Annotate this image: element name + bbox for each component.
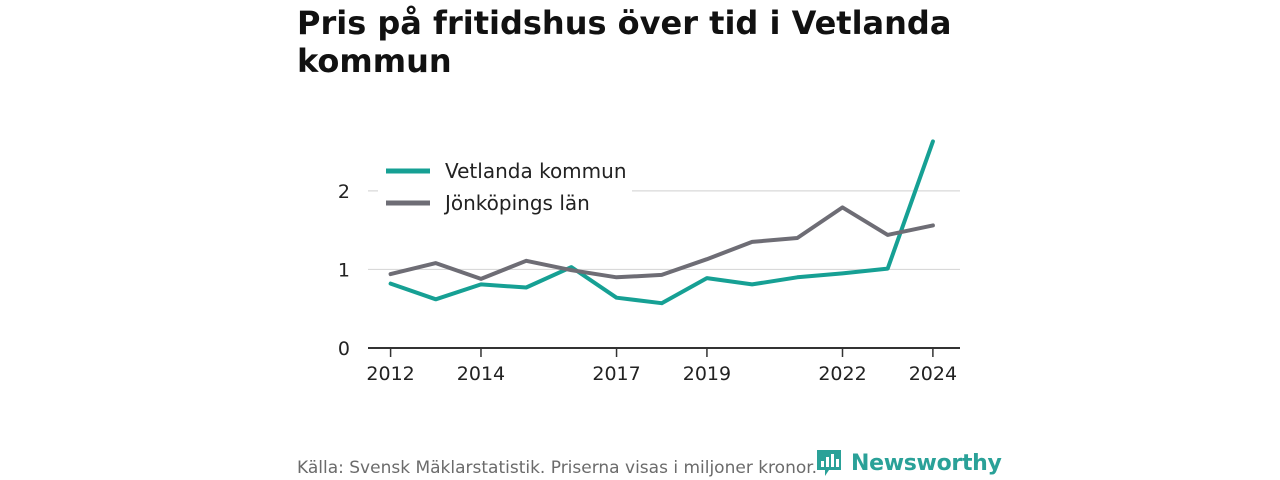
axes: 0 1 2 2012 2014 2017 2019 2022 2024	[338, 181, 960, 385]
brand-logo: Newsworthy	[815, 446, 1002, 480]
legend: Vetlanda kommun Jönköpings län	[378, 150, 632, 215]
y-tick-label: 2	[338, 181, 350, 203]
legend-label: Jönköpings län	[443, 191, 590, 215]
source-note: Källa: Svensk Mäklarstatistik. Priserna …	[297, 458, 818, 478]
x-tick-label: 2024	[909, 363, 957, 385]
brand-name: Newsworthy	[851, 450, 1002, 476]
x-tick-label: 2014	[457, 363, 505, 385]
legend-label: Vetlanda kommun	[445, 159, 627, 183]
y-tick-label: 0	[338, 338, 350, 360]
series-lines	[388, 139, 935, 306]
x-tick-label: 2012	[366, 363, 414, 385]
series-line-jonkoping	[388, 205, 935, 281]
bar-chart-speech-bubble-icon	[817, 450, 841, 476]
x-tick-label: 2017	[592, 363, 640, 385]
y-tick-label: 1	[338, 259, 350, 281]
x-tick-label: 2019	[683, 363, 731, 385]
x-tick-label: 2022	[818, 363, 866, 385]
chart-title: Pris på fritidshus över tid i Vetlanda k…	[297, 4, 952, 80]
series-line-vetlanda	[388, 139, 935, 306]
